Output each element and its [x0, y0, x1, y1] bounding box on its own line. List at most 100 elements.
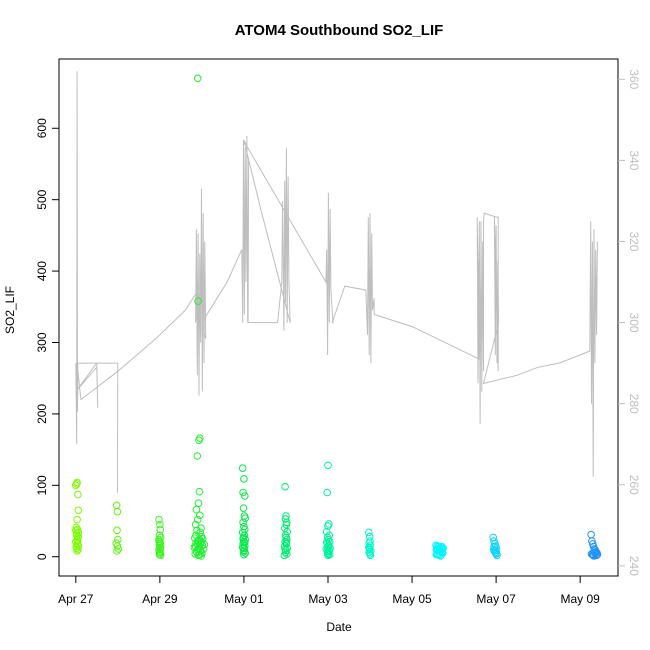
- data-point: [193, 452, 202, 460]
- data-point: [112, 501, 121, 510]
- data-point: [593, 550, 602, 559]
- data-point: [281, 515, 290, 523]
- data-point: [366, 541, 375, 550]
- data-point: [196, 546, 204, 555]
- data-point: [281, 482, 289, 491]
- data-point: [156, 540, 164, 548]
- y-tick-label: 0: [35, 553, 49, 560]
- data-point: [155, 548, 164, 557]
- data-point: [587, 550, 596, 558]
- data-point: [436, 552, 445, 560]
- y-tick-label: 500: [35, 189, 49, 209]
- data-point: [72, 542, 80, 551]
- data-point: [324, 522, 332, 530]
- x-tick-label: Apr 29: [142, 592, 178, 606]
- data-point: [323, 488, 332, 497]
- chart-title: ATOM4 Southbound SO2_LIF: [235, 22, 444, 39]
- data-point: [239, 504, 248, 513]
- y2-tick-label: 360: [627, 69, 641, 89]
- data-point: [155, 515, 163, 524]
- data-point: [239, 535, 247, 543]
- y-tick-label: 200: [35, 404, 49, 424]
- x-axis-label: Date: [326, 620, 352, 634]
- data-point: [587, 530, 595, 539]
- data-point: [366, 551, 375, 560]
- y-tick-label: 100: [35, 475, 49, 495]
- secondary-y-axis: 240 260 280 300 320 340 360: [618, 69, 641, 576]
- data-point: [592, 551, 601, 560]
- y2-tick-label: 300: [627, 313, 641, 333]
- data-point: [283, 527, 292, 536]
- y-axis: 0 100 200 300 400 500 600: [35, 118, 59, 560]
- data-point: [365, 528, 373, 537]
- data-point: [241, 514, 249, 523]
- data-point: [155, 550, 164, 559]
- data-point: [238, 464, 247, 473]
- data-point: [194, 536, 202, 545]
- x-tick-label: Apr 27: [58, 592, 94, 606]
- y-tick-label: 400: [35, 261, 49, 281]
- x-tick-label: May 05: [392, 592, 432, 606]
- y-tick-label: 300: [35, 332, 49, 352]
- data-point: [113, 526, 121, 535]
- data-point: [73, 515, 81, 524]
- secondary-series-line: [75, 71, 598, 493]
- plot-area: [58, 58, 619, 577]
- data-point: [156, 520, 164, 529]
- y2-tick-label: 240: [627, 556, 641, 576]
- x-tick-label: May 07: [476, 592, 516, 606]
- y2-tick-label: 260: [627, 475, 641, 495]
- data-point: [588, 550, 597, 559]
- data-point: [365, 544, 374, 553]
- data-point: [238, 543, 247, 552]
- data-point: [73, 478, 81, 487]
- y2-tick-label: 280: [627, 394, 641, 414]
- data-point: [73, 537, 82, 545]
- y2-tick-label: 320: [627, 231, 641, 251]
- data-point: [156, 525, 165, 534]
- data-point: [239, 488, 247, 497]
- data-point: [156, 545, 165, 553]
- data-point: [324, 550, 333, 558]
- plot-frame: [58, 58, 619, 577]
- data-point: [191, 520, 200, 529]
- data-point: [432, 550, 441, 559]
- data-point: [113, 547, 121, 555]
- x-tick-label: May 01: [224, 592, 264, 606]
- data-point: [240, 550, 248, 559]
- data-point: [195, 487, 204, 496]
- data-point: [490, 542, 498, 551]
- data-point: [241, 538, 249, 547]
- data-point: [193, 74, 202, 83]
- data-point: [198, 535, 207, 543]
- x-tick-label: May 09: [560, 592, 600, 606]
- x-tick-label: May 03: [308, 592, 348, 606]
- data-point: [239, 547, 248, 556]
- data-point: [281, 545, 289, 553]
- data-point: [240, 475, 248, 483]
- data-point: [192, 505, 201, 514]
- x-axis: Apr 27 Apr 29 May 01 May 03 May 05 May 07 May …: [58, 575, 600, 606]
- data-point: [195, 436, 203, 445]
- data-point: [113, 507, 122, 516]
- data-point: [324, 461, 332, 470]
- data-point: [492, 549, 501, 557]
- y-tick-label: 600: [35, 118, 49, 138]
- data-point: [241, 492, 249, 500]
- y-axis-label: SO2_LIF: [3, 286, 17, 334]
- data-point: [190, 543, 199, 552]
- data-point: [72, 526, 80, 535]
- data-point: [282, 520, 291, 529]
- data-point: [194, 499, 203, 508]
- y2-tick-label: 340: [627, 150, 641, 170]
- data-point: [74, 532, 83, 541]
- data-point: [196, 511, 204, 520]
- data-point: [74, 490, 82, 499]
- data-point: [239, 518, 247, 527]
- data-point: [197, 524, 205, 533]
- data-point: [73, 547, 81, 555]
- data-point: [194, 297, 202, 305]
- data-point: [74, 506, 83, 515]
- data-point: [114, 545, 123, 553]
